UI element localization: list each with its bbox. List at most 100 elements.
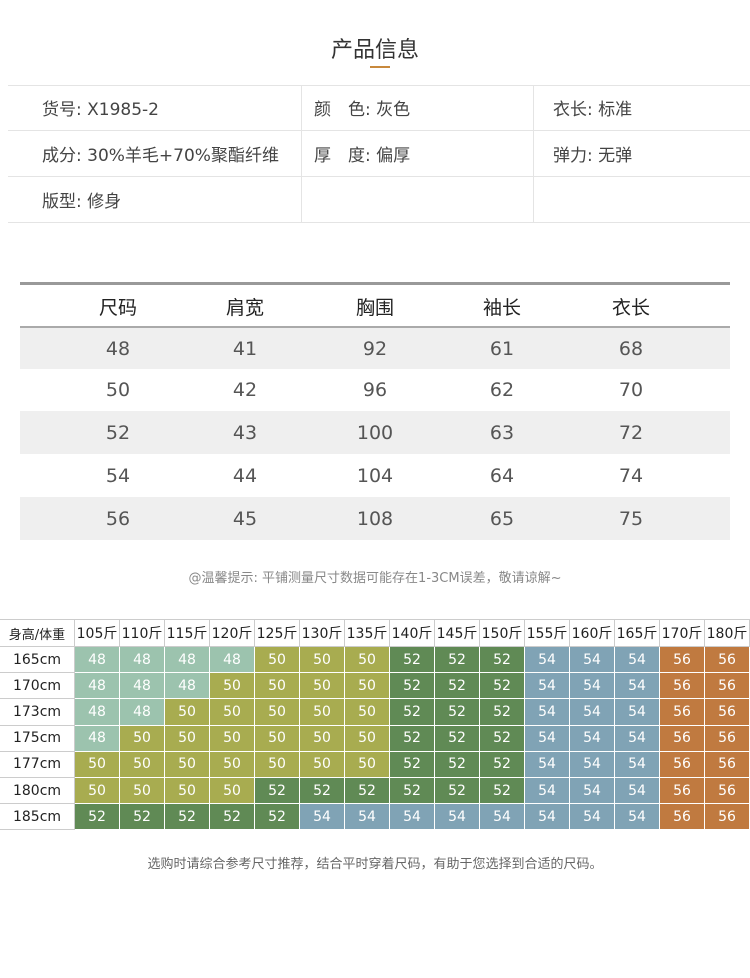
size-cell: 50 — [210, 699, 255, 726]
size-cell: 52 — [390, 647, 435, 674]
size-cell: 52 — [435, 673, 480, 700]
table-cell: 96 — [362, 379, 388, 401]
table-row-bg — [20, 328, 730, 369]
table-cell: 100 — [356, 421, 394, 444]
grid-column-header: 155斤 — [525, 620, 570, 647]
size-cell: 54 — [525, 804, 570, 831]
size-cell: 52 — [390, 751, 435, 778]
table-cell: 50 — [105, 379, 131, 401]
size-cell: 54 — [390, 804, 435, 831]
size-cell: 54 — [570, 647, 615, 674]
size-cell: 54 — [615, 725, 660, 752]
grid-column-header: 120斤 — [210, 620, 255, 647]
size-cell: 56 — [660, 751, 705, 778]
size-cell: 50 — [165, 699, 210, 726]
info-cell: 弹力: 无弹 — [553, 145, 633, 166]
table-cell: 44 — [232, 464, 258, 487]
table-top-border — [20, 282, 730, 285]
table-header-border — [20, 326, 730, 328]
size-cell: 54 — [615, 778, 660, 805]
size-cell: 50 — [120, 725, 165, 752]
size-cell: 50 — [255, 725, 300, 752]
size-cell: 52 — [480, 647, 525, 674]
grid-row-label: 170cm — [0, 673, 75, 700]
info-cell: 衣长: 标准 — [553, 100, 633, 120]
table-cell: 108 — [356, 507, 394, 530]
size-cell: 50 — [255, 751, 300, 778]
size-cell: 54 — [480, 804, 525, 831]
grid-row-label: 173cm — [0, 699, 75, 726]
grid-column-header: 145斤 — [435, 620, 480, 647]
size-cell: 52 — [435, 751, 480, 778]
size-cell: 54 — [570, 751, 615, 778]
size-cell: 54 — [525, 699, 570, 726]
size-cell: 56 — [705, 725, 750, 752]
size-cell: 50 — [300, 751, 345, 778]
table-header: 尺码 — [98, 296, 137, 319]
grid-column-header: 135斤 — [345, 620, 390, 647]
grid-top-border — [0, 619, 750, 620]
table-cell: 48 — [105, 337, 131, 360]
size-cell: 56 — [705, 699, 750, 726]
size-cell: 52 — [435, 647, 480, 674]
size-cell: 52 — [255, 804, 300, 831]
size-cell: 48 — [120, 699, 165, 726]
size-cell: 48 — [75, 673, 120, 700]
table-cell: 70 — [618, 379, 644, 401]
info-divider — [533, 85, 534, 222]
table-cell: 42 — [232, 379, 258, 401]
info-border — [8, 130, 750, 131]
grid-column-header: 180斤 — [705, 620, 750, 647]
size-cell: 52 — [165, 804, 210, 831]
size-cell: 52 — [390, 699, 435, 726]
size-cell: 52 — [390, 725, 435, 752]
table-cell: 52 — [105, 421, 131, 444]
size-cell: 56 — [705, 804, 750, 831]
size-cell: 54 — [435, 804, 480, 831]
size-cell: 50 — [210, 673, 255, 700]
table-cell: 63 — [489, 421, 515, 444]
grid-column-header: 165斤 — [615, 620, 660, 647]
size-cell: 50 — [300, 673, 345, 700]
size-cell: 48 — [210, 647, 255, 674]
size-cell: 48 — [75, 699, 120, 726]
size-cell: 50 — [165, 778, 210, 805]
size-cell: 52 — [75, 804, 120, 831]
size-cell: 54 — [300, 804, 345, 831]
size-cell: 54 — [570, 699, 615, 726]
size-cell: 56 — [660, 647, 705, 674]
table-cell: 45 — [232, 507, 258, 530]
size-cell: 52 — [480, 725, 525, 752]
table-header: 袖长 — [482, 296, 521, 319]
grid-row-label: 185cm — [0, 804, 75, 831]
footer: 选购时请综合参考尺寸推荐，结合平时穿着尺码，有助于您选择到合适的尺码。 — [147, 856, 603, 872]
table-cell: 62 — [489, 379, 515, 401]
info-cell: 货号: X1985-2 — [42, 100, 159, 120]
grid-column-header: 115斤 — [165, 620, 210, 647]
size-cell: 52 — [480, 673, 525, 700]
grid-row-label: 177cm — [0, 751, 75, 778]
size-cell: 50 — [345, 647, 390, 674]
title-underline — [370, 66, 390, 68]
size-cell: 52 — [210, 804, 255, 831]
grid-row-label: 175cm — [0, 725, 75, 752]
size-cell: 56 — [660, 778, 705, 805]
size-cell: 54 — [615, 804, 660, 831]
size-cell: 56 — [660, 699, 705, 726]
size-cell: 50 — [345, 699, 390, 726]
size-cell: 52 — [300, 778, 345, 805]
info-cell: 颜 色: 灰色 — [314, 100, 411, 120]
grid-column-header: 105斤 — [75, 620, 120, 647]
note: @温馨提示: 平铺测量尺寸数据可能存在1-3CM误差，敬请谅解~ — [188, 570, 562, 586]
grid-corner: 身高/体重 — [0, 620, 75, 647]
size-cell: 54 — [525, 751, 570, 778]
info-cell: 版型: 修身 — [42, 191, 122, 212]
grid-column-header: 130斤 — [300, 620, 345, 647]
table-row-bg — [20, 497, 730, 540]
size-cell: 50 — [75, 778, 120, 805]
size-cell: 52 — [255, 778, 300, 805]
size-cell: 48 — [165, 647, 210, 674]
size-cell: 56 — [705, 778, 750, 805]
size-cell: 54 — [570, 804, 615, 831]
size-cell: 54 — [525, 673, 570, 700]
